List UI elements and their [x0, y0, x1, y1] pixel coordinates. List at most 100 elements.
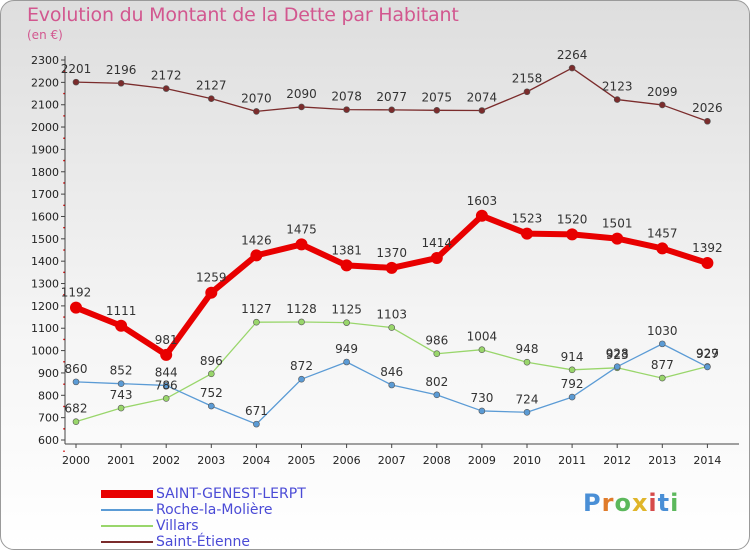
data-label: 1370 [376, 246, 407, 260]
legend-swatch [101, 490, 153, 498]
y-tick-label: 1500 [31, 233, 59, 246]
data-label: 923 [606, 348, 629, 362]
data-point [117, 380, 125, 387]
data-point [340, 259, 353, 272]
data-label: 1103 [376, 308, 407, 322]
logo-letter: P [583, 489, 602, 517]
data-point [658, 101, 666, 109]
data-point [568, 366, 576, 374]
data-point [162, 382, 170, 389]
y-minor-tick [63, 360, 65, 363]
data-point [388, 106, 396, 114]
data-label: 2264 [557, 48, 588, 62]
data-point [613, 96, 621, 103]
y-tick-label: 1900 [31, 143, 59, 156]
data-point [298, 375, 305, 383]
data-label: 928 [606, 347, 629, 361]
data-label: 2078 [331, 90, 362, 104]
data-label: 2158 [512, 72, 543, 86]
data-point [253, 108, 260, 115]
y-minor-tick [63, 226, 65, 229]
y-minor-tick [63, 428, 65, 430]
data-point [388, 381, 396, 389]
data-point [701, 256, 714, 269]
data-point [160, 348, 173, 361]
data-point [343, 106, 350, 113]
data-point [162, 395, 170, 402]
y-tick-label: 1300 [31, 278, 59, 291]
data-label: 1501 [602, 217, 633, 231]
y-minor-tick [63, 271, 65, 274]
data-point [205, 286, 218, 299]
y-tick-label: 600 [38, 434, 59, 447]
data-point [295, 238, 308, 251]
y-tick-label: 2200 [31, 76, 59, 89]
y-tick-label: 900 [38, 367, 59, 380]
data-point [521, 227, 533, 240]
data-label: 927 [696, 347, 719, 361]
data-label: 730 [470, 391, 493, 405]
data-label: 752 [200, 386, 223, 400]
data-point [656, 242, 669, 255]
data-point [568, 64, 576, 72]
y-tick-label: 700 [38, 412, 59, 425]
data-point [253, 420, 260, 428]
data-label: 682 [65, 402, 88, 416]
y-tick-label: 1800 [31, 166, 59, 179]
data-point [523, 88, 531, 96]
data-label: 2090 [286, 87, 317, 101]
data-point [343, 358, 350, 366]
data-point [343, 319, 350, 326]
data-label: 1414 [422, 236, 453, 250]
y-tick-label: 2300 [31, 54, 59, 67]
y-minor-tick [63, 383, 65, 385]
data-point [117, 404, 125, 412]
data-label: 844 [155, 365, 178, 379]
data-point [430, 252, 443, 265]
data-label: 1475 [286, 222, 317, 236]
y-minor-tick [63, 293, 65, 296]
data-label: 981 [155, 333, 178, 347]
data-label: 2196 [106, 63, 137, 77]
x-tick-label: 2010 [513, 454, 541, 467]
data-point [298, 318, 305, 326]
data-label: 1381 [331, 243, 362, 257]
logo-letter: x [631, 489, 649, 517]
logo-letter: o [614, 489, 632, 517]
y-tick-label: 1200 [31, 300, 59, 313]
data-label: 852 [110, 364, 133, 378]
data-label: 948 [516, 342, 539, 356]
data-label: 1127 [241, 302, 272, 316]
data-point [475, 209, 488, 222]
y-minor-tick [63, 115, 65, 117]
data-point [433, 350, 441, 358]
data-label: 1128 [286, 302, 317, 316]
data-label: 2201 [61, 62, 92, 76]
data-label: 986 [425, 334, 448, 348]
data-label: 724 [516, 392, 539, 406]
data-point [568, 393, 576, 401]
y-tick-label: 1000 [31, 345, 59, 358]
data-label: 2074 [467, 91, 498, 105]
data-point [566, 228, 579, 241]
y-tick-label: 1100 [31, 322, 59, 335]
y-tick-label: 1400 [31, 255, 59, 268]
data-label: 929 [696, 346, 719, 360]
data-point [208, 95, 215, 102]
y-tick-label: 2000 [31, 121, 59, 134]
y-minor-tick [63, 316, 65, 318]
data-label: 1259 [196, 271, 227, 285]
x-tick-label: 2008 [423, 454, 451, 467]
data-label: 2172 [151, 69, 182, 83]
data-label: 1426 [241, 233, 272, 247]
data-point [72, 378, 80, 386]
data-point [658, 340, 666, 348]
x-tick-label: 2009 [468, 454, 496, 467]
data-point [385, 261, 398, 274]
chart-title: Evolution du Montant de la Dette par Hab… [27, 4, 459, 26]
data-label: 877 [651, 358, 674, 372]
data-label: 1192 [61, 286, 92, 300]
chart-subtitle: (en €) [27, 28, 63, 42]
data-label: 2099 [647, 85, 678, 99]
